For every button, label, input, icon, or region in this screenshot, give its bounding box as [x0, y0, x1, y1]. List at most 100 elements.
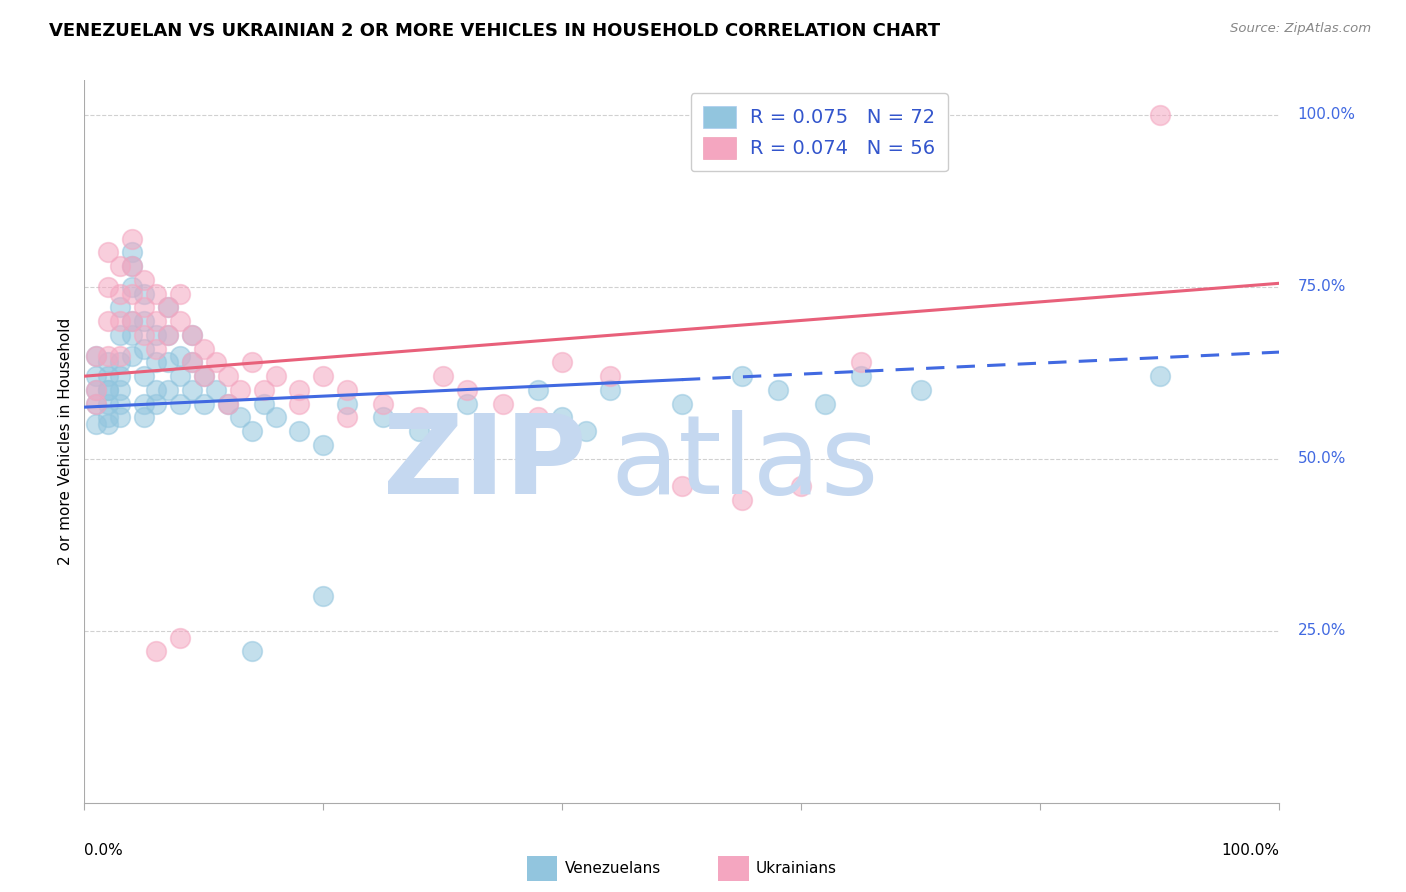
Point — [671, 397, 693, 411]
Point — [336, 410, 359, 425]
Point — [97, 245, 120, 260]
Point — [110, 314, 132, 328]
Point — [181, 327, 204, 342]
Point — [110, 383, 132, 397]
Point — [910, 383, 932, 397]
Point — [110, 410, 132, 425]
Point — [110, 259, 132, 273]
Point — [121, 245, 143, 260]
Point — [851, 369, 873, 384]
Point — [86, 383, 108, 397]
Point — [193, 369, 215, 384]
Point — [132, 314, 156, 328]
Point — [121, 349, 143, 363]
Point — [157, 301, 180, 315]
Point — [97, 349, 120, 363]
Point — [193, 342, 215, 356]
Point — [671, 479, 693, 493]
Point — [110, 355, 132, 369]
Point — [110, 301, 132, 315]
Point — [373, 410, 395, 425]
Point — [145, 327, 167, 342]
Point — [456, 397, 478, 411]
Point — [492, 397, 515, 411]
Point — [312, 438, 335, 452]
Point — [132, 342, 156, 356]
Point — [145, 314, 167, 328]
Point — [205, 355, 228, 369]
Point — [157, 383, 180, 397]
Point — [145, 355, 167, 369]
Point — [169, 631, 191, 645]
Point — [288, 397, 311, 411]
Point — [408, 424, 430, 438]
Point — [145, 286, 167, 301]
Point — [790, 479, 813, 493]
Point — [240, 355, 263, 369]
Point — [97, 355, 120, 369]
Point — [288, 424, 311, 438]
Point — [229, 410, 252, 425]
Point — [169, 397, 191, 411]
Point — [86, 369, 108, 384]
Point — [121, 327, 143, 342]
Point — [132, 273, 156, 287]
Text: 25.0%: 25.0% — [1298, 624, 1346, 639]
Point — [86, 349, 108, 363]
Point — [169, 314, 191, 328]
Text: atlas: atlas — [610, 409, 879, 516]
Point — [97, 383, 120, 397]
Point — [217, 397, 239, 411]
Point — [121, 314, 143, 328]
Point — [86, 397, 108, 411]
Point — [110, 327, 132, 342]
Point — [551, 410, 574, 425]
Point — [169, 349, 191, 363]
Point — [193, 397, 215, 411]
Point — [731, 493, 754, 508]
Point — [527, 383, 550, 397]
Point — [240, 644, 263, 658]
Point — [1149, 108, 1171, 122]
Point — [121, 259, 143, 273]
Point — [288, 383, 311, 397]
Text: 100.0%: 100.0% — [1298, 107, 1355, 122]
Point — [110, 286, 132, 301]
Point — [121, 231, 143, 245]
Point — [169, 369, 191, 384]
Point — [86, 417, 108, 432]
Y-axis label: 2 or more Vehicles in Household: 2 or more Vehicles in Household — [58, 318, 73, 566]
Point — [132, 397, 156, 411]
Point — [145, 397, 167, 411]
Point — [264, 369, 287, 384]
Point — [336, 383, 359, 397]
Text: VENEZUELAN VS UKRAINIAN 2 OR MORE VEHICLES IN HOUSEHOLD CORRELATION CHART: VENEZUELAN VS UKRAINIAN 2 OR MORE VEHICL… — [49, 22, 941, 40]
Point — [121, 314, 143, 328]
Point — [157, 301, 180, 315]
Point — [1149, 369, 1171, 384]
Point — [312, 369, 335, 384]
Point — [121, 259, 143, 273]
Point — [229, 383, 252, 397]
Point — [86, 397, 108, 411]
Point — [157, 327, 180, 342]
Point — [132, 301, 156, 315]
Text: Source: ZipAtlas.com: Source: ZipAtlas.com — [1230, 22, 1371, 36]
Point — [373, 397, 395, 411]
Point — [145, 383, 167, 397]
Text: ZIP: ZIP — [382, 409, 586, 516]
Point — [110, 397, 132, 411]
Point — [145, 342, 167, 356]
Point — [336, 397, 359, 411]
Text: Venezuelans: Venezuelans — [565, 862, 661, 876]
Point — [86, 349, 108, 363]
Point — [599, 369, 621, 384]
Point — [181, 327, 204, 342]
Point — [86, 383, 108, 397]
Point — [97, 417, 120, 432]
Point — [169, 286, 191, 301]
Point — [181, 355, 204, 369]
Legend: R = 0.075   N = 72, R = 0.074   N = 56: R = 0.075 N = 72, R = 0.074 N = 56 — [690, 93, 948, 171]
Point — [851, 355, 873, 369]
Point — [599, 383, 621, 397]
